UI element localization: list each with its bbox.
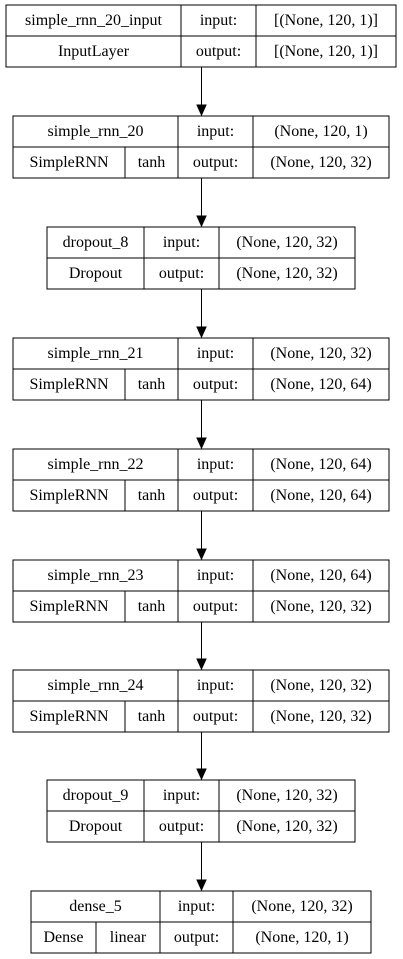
activation: tanh xyxy=(138,598,166,615)
output-label: output: xyxy=(193,598,238,615)
output-shape: (None, 120, 32) xyxy=(270,154,371,171)
output-label: output: xyxy=(196,43,241,60)
output-label: output: xyxy=(159,818,204,835)
arrowhead-icon xyxy=(196,326,207,339)
input-label: input: xyxy=(197,567,234,584)
layer-node: dense_5 input: (None, 120, 32) Dense linear o… xyxy=(30,890,372,954)
output-shape: (None, 120, 1) xyxy=(255,929,348,946)
input-label: input: xyxy=(178,898,215,915)
output-label: output: xyxy=(193,708,238,725)
layer-type: SimpleRNN xyxy=(29,708,109,725)
output-label: output: xyxy=(159,265,204,282)
layer-name: dropout_8 xyxy=(63,234,129,251)
output-label: output: xyxy=(193,376,238,393)
layer-type: SimpleRNN xyxy=(29,598,109,615)
edge-arrow xyxy=(196,400,207,450)
output-shape: (None, 120, 32) xyxy=(236,265,337,282)
arrowhead-icon xyxy=(196,658,207,671)
arrowhead-icon xyxy=(196,104,207,117)
output-shape: [(None, 120, 1)] xyxy=(274,43,378,60)
output-shape: (None, 120, 64) xyxy=(270,376,371,393)
activation: linear xyxy=(110,929,147,946)
input-shape: [(None, 120, 1)] xyxy=(274,12,378,29)
layer-name: simple_rnn_22 xyxy=(48,456,144,473)
layer-type: SimpleRNN xyxy=(29,154,109,171)
layer-name: simple_rnn_20_input xyxy=(25,12,162,29)
edge-arrow xyxy=(196,732,207,781)
edge-arrow xyxy=(196,289,207,339)
arrowhead-icon xyxy=(196,548,207,561)
layer-node: simple_rnn_22 input: (None, 120, 64) Simple… xyxy=(12,448,390,512)
input-shape: (None, 120, 1) xyxy=(274,123,367,140)
activation: tanh xyxy=(138,154,166,171)
layer-type: SimpleRNN xyxy=(29,487,109,504)
input-shape: (None, 120, 64) xyxy=(270,456,371,473)
layer-name: simple_rnn_23 xyxy=(48,567,144,584)
edge-arrow xyxy=(196,622,207,671)
activation: tanh xyxy=(138,376,166,393)
input-shape: (None, 120, 32) xyxy=(270,345,371,362)
input-shape: (None, 120, 32) xyxy=(270,677,371,694)
input-label: input: xyxy=(197,677,234,694)
layer-type: SimpleRNN xyxy=(29,376,109,393)
arrowhead-icon xyxy=(196,437,207,450)
output-label: output: xyxy=(193,154,238,171)
input-label: input: xyxy=(163,787,200,804)
layer-node: simple_rnn_21 input: (None, 120, 32) Simple… xyxy=(12,337,390,401)
activation: tanh xyxy=(138,708,166,725)
output-label: output: xyxy=(193,487,238,504)
input-label: input: xyxy=(200,12,237,29)
output-shape: (None, 120, 32) xyxy=(270,598,371,615)
input-label: input: xyxy=(197,123,234,140)
edge-arrow xyxy=(196,511,207,561)
layer-type: Dense xyxy=(44,929,84,946)
input-label: input: xyxy=(163,234,200,251)
layer-name: dropout_9 xyxy=(63,787,129,804)
layer-name: simple_rnn_21 xyxy=(48,345,144,362)
arrowhead-icon xyxy=(196,215,207,228)
edge-arrow xyxy=(196,842,207,892)
layer-name: dense_5 xyxy=(69,898,121,915)
layer-name: simple_rnn_20 xyxy=(48,123,144,140)
layer-name: simple_rnn_24 xyxy=(48,677,144,694)
input-shape: (None, 120, 32) xyxy=(251,898,352,915)
output-shape: (None, 120, 32) xyxy=(270,708,371,725)
layer-type: Dropout xyxy=(69,818,123,835)
layer-node: simple_rnn_24 input: (None, 120, 32) Simple… xyxy=(12,669,390,733)
output-shape: (None, 120, 64) xyxy=(270,487,371,504)
input-label: input: xyxy=(197,345,234,362)
arrowhead-icon xyxy=(196,879,207,892)
layer-node: simple_rnn_20 input: (None, 120, 1) SimpleR… xyxy=(12,115,390,179)
activation: tanh xyxy=(138,487,166,504)
edge-arrow xyxy=(196,67,207,117)
layer-node: dropout_8 input: (None, 120, 32) Dropout out… xyxy=(46,226,356,290)
output-label: output: xyxy=(174,929,219,946)
arrowhead-icon xyxy=(196,768,207,781)
layer-type: Dropout xyxy=(69,265,123,282)
layer-node: simple_rnn_20_input input: [(None, 120, 1)… xyxy=(5,4,397,68)
input-label: input: xyxy=(197,456,234,473)
input-shape: (None, 120, 32) xyxy=(236,234,337,251)
output-shape: (None, 120, 32) xyxy=(236,818,337,835)
layer-node: simple_rnn_23 input: (None, 120, 64) Simple… xyxy=(12,559,390,623)
layer-node: dropout_9 input: (None, 120, 32) Dropout out… xyxy=(46,779,356,843)
edge-arrow xyxy=(196,178,207,228)
layer-type: InputLayer xyxy=(58,43,130,60)
input-shape: (None, 120, 32) xyxy=(236,787,337,804)
input-shape: (None, 120, 64) xyxy=(270,567,371,584)
